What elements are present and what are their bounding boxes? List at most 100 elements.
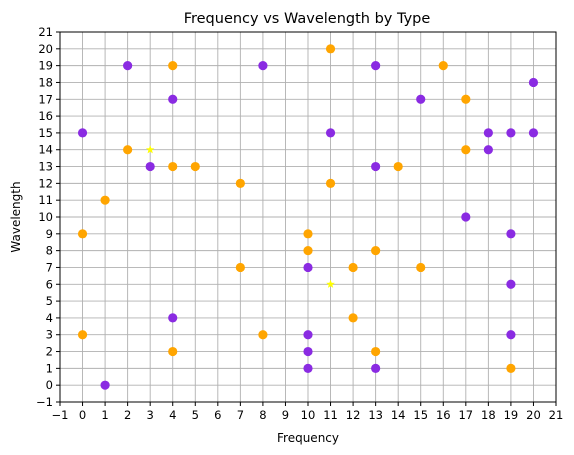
y-tick-label: 7: [46, 260, 53, 274]
data-point: [303, 346, 313, 357]
x-axis-label: Frequency: [277, 431, 339, 445]
data-point: [325, 178, 336, 188]
data-point: [371, 161, 381, 172]
y-tick-label: 20: [38, 42, 53, 56]
data-point: [461, 212, 471, 222]
y-tick-label: 6: [46, 277, 53, 291]
data-point: [461, 94, 471, 104]
data-point-star: [145, 145, 155, 154]
y-tick-label: 15: [38, 126, 53, 140]
data-point: [123, 145, 133, 155]
y-tick-label: 8: [46, 244, 53, 258]
data-point: [258, 330, 268, 340]
data-point: [371, 346, 381, 357]
data-point: [168, 94, 178, 104]
y-tick-label: 3: [46, 328, 53, 342]
x-axis-ticks: −1 0 1 2 3 4 5 6 7 8 9 10 11 12 13 14 15 16 17 18 19 20 21: [52, 402, 564, 422]
data-points: [77, 44, 539, 390]
data-point: [506, 128, 516, 138]
data-point: [77, 128, 88, 138]
y-tick-label: 12: [38, 176, 53, 190]
data-point: [303, 330, 313, 340]
data-point-star: [326, 279, 335, 288]
x-tick-label: 20: [526, 408, 541, 422]
x-tick-label: 8: [259, 408, 266, 422]
data-point: [168, 346, 178, 357]
x-tick-label: 15: [413, 408, 428, 422]
chart-title: Frequency vs Wavelength by Type: [184, 11, 431, 27]
data-point: [416, 262, 426, 273]
data-point: [371, 61, 381, 71]
x-tick-label: 5: [192, 408, 199, 422]
data-point: [100, 195, 110, 205]
data-point: [393, 161, 403, 172]
data-point: [258, 61, 268, 71]
x-tick-label: 17: [458, 408, 473, 422]
x-tick-label: 9: [282, 408, 289, 422]
x-tick-label: 12: [346, 408, 361, 422]
y-tick-label: 18: [38, 75, 53, 89]
y-tick-label: 13: [38, 160, 53, 174]
data-point: [371, 363, 381, 373]
data-point: [528, 77, 539, 88]
data-point: [483, 128, 493, 138]
y-tick-label: 21: [38, 25, 53, 39]
data-point: [438, 61, 448, 71]
data-point: [506, 229, 516, 239]
data-point: [325, 44, 336, 54]
data-point: [506, 279, 516, 289]
data-point: [303, 229, 313, 239]
y-tick-label: 9: [46, 227, 53, 241]
x-tick-label: 7: [237, 408, 244, 422]
x-tick-label: 16: [436, 408, 451, 422]
y-tick-label: 16: [38, 109, 53, 123]
data-point: [506, 330, 516, 340]
y-tick-label: 17: [38, 92, 53, 106]
y-axis-label: Wavelength: [9, 181, 23, 252]
data-point: [371, 246, 381, 256]
data-point: [416, 94, 426, 104]
data-point: [123, 61, 133, 71]
grid: [59, 31, 557, 403]
y-tick-label: 10: [38, 210, 53, 224]
data-point: [190, 161, 200, 172]
y-tick-label: 11: [38, 193, 53, 207]
y-tick-label: 2: [46, 345, 53, 359]
y-tick-label: 0: [46, 378, 53, 392]
data-point: [145, 161, 155, 172]
x-tick-label: 11: [323, 408, 338, 422]
x-tick-label: 13: [368, 408, 383, 422]
x-tick-label: 3: [147, 408, 154, 422]
x-tick-label: 14: [391, 408, 406, 422]
data-point: [528, 128, 539, 138]
y-tick-label: 1: [46, 361, 53, 375]
data-point: [325, 128, 336, 138]
data-point: [303, 262, 313, 273]
x-tick-label: 21: [549, 408, 564, 422]
data-point: [303, 363, 313, 373]
x-tick-label: −1: [52, 408, 69, 422]
x-tick-label: 10: [301, 408, 316, 422]
data-point: [235, 178, 245, 188]
data-point: [303, 246, 313, 256]
x-tick-label: 4: [169, 408, 176, 422]
x-tick-label: 0: [79, 408, 86, 422]
x-tick-label: 18: [481, 408, 496, 422]
x-tick-label: 6: [214, 408, 221, 422]
y-tick-label: −1: [36, 395, 53, 409]
y-tick-label: 14: [38, 143, 53, 157]
data-point: [77, 229, 88, 239]
data-point: [100, 380, 110, 390]
y-tick-label: 5: [46, 294, 53, 308]
data-point: [348, 313, 358, 323]
data-point: [348, 262, 358, 273]
data-point: [483, 145, 493, 155]
data-point: [235, 262, 245, 273]
y-tick-label: 19: [38, 59, 53, 73]
x-tick-label: 19: [504, 408, 519, 422]
x-tick-label: 1: [101, 408, 108, 422]
data-point: [168, 313, 178, 323]
data-point: [168, 161, 178, 172]
